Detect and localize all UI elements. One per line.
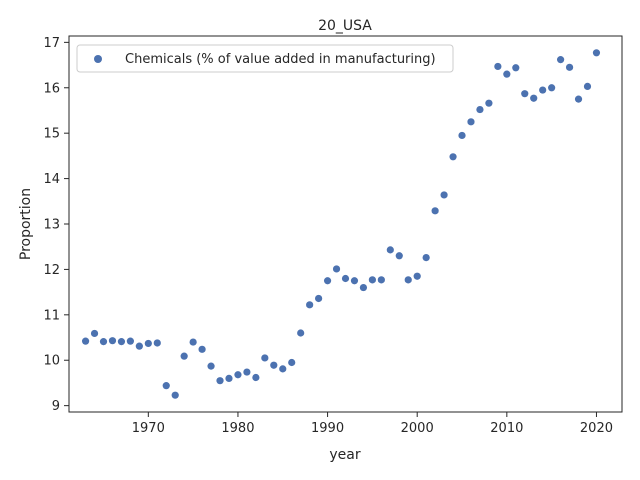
data-point xyxy=(261,354,269,362)
data-point xyxy=(565,63,574,71)
x-tick-label: 1980 xyxy=(221,421,254,436)
x-tick-label: 2010 xyxy=(490,421,523,436)
y-tick-label: 15 xyxy=(43,127,60,142)
data-point xyxy=(530,94,538,102)
y-tick-label: 17 xyxy=(43,36,60,51)
data-point xyxy=(323,277,332,285)
data-point xyxy=(81,337,90,345)
legend-marker xyxy=(94,55,102,63)
x-tick-label: 1990 xyxy=(311,421,344,436)
data-point xyxy=(503,70,511,78)
data-point xyxy=(476,105,484,114)
data-points xyxy=(81,49,601,399)
data-point xyxy=(359,283,368,292)
data-point xyxy=(153,339,161,347)
data-point xyxy=(243,368,251,376)
data-point xyxy=(108,337,117,345)
plot-area xyxy=(68,35,623,413)
y-tick-label: 12 xyxy=(43,263,60,278)
x-tick-label: 1970 xyxy=(132,421,165,436)
x-axis-label: year xyxy=(329,447,360,463)
data-point xyxy=(288,358,296,367)
data-point xyxy=(440,191,448,199)
legend-label: Chemicals (% of value added in manufactu… xyxy=(125,52,436,67)
data-point xyxy=(315,294,323,303)
data-point xyxy=(180,352,188,360)
data-point xyxy=(99,338,108,346)
data-point xyxy=(306,301,314,309)
data-point xyxy=(126,337,134,345)
data-point xyxy=(216,377,224,385)
data-point xyxy=(117,338,126,346)
chart-title: 20_USA xyxy=(318,18,372,34)
data-point xyxy=(548,84,556,92)
x-tick-label: 2000 xyxy=(401,421,434,436)
data-point xyxy=(252,373,260,382)
data-point xyxy=(395,252,403,260)
data-point xyxy=(512,64,520,72)
data-point xyxy=(583,82,592,91)
data-point xyxy=(297,329,305,337)
legend: Chemicals (% of value added in manufactu… xyxy=(76,44,454,73)
data-point xyxy=(404,276,412,284)
data-point xyxy=(90,329,99,338)
data-point xyxy=(207,362,215,370)
data-point xyxy=(458,131,466,140)
data-point xyxy=(171,391,179,399)
y-tick-label: 13 xyxy=(43,218,60,233)
data-point xyxy=(279,365,287,373)
data-point xyxy=(574,95,583,103)
data-point xyxy=(332,265,341,273)
y-axis-ticks: 9 10 11 12 13 14 15 16 17 xyxy=(43,36,69,414)
data-point xyxy=(557,56,565,64)
x-axis-ticks: 1970 1980 1990 2000 2010 2020 xyxy=(132,412,613,436)
data-point xyxy=(431,207,439,215)
data-point xyxy=(386,246,394,254)
data-point xyxy=(467,118,475,126)
data-point xyxy=(449,153,457,161)
y-tick-label: 9 xyxy=(52,399,60,414)
y-tick-label: 11 xyxy=(43,308,60,323)
data-point xyxy=(413,272,421,280)
data-point xyxy=(162,382,170,390)
data-point xyxy=(377,276,385,284)
data-point xyxy=(368,276,376,284)
data-point xyxy=(350,277,359,285)
data-point xyxy=(494,62,502,71)
data-point xyxy=(539,86,547,94)
data-point xyxy=(189,338,197,346)
y-axis-label: Proportion xyxy=(18,188,34,260)
x-tick-label: 2020 xyxy=(580,421,613,436)
data-point xyxy=(198,345,206,353)
data-point xyxy=(234,371,242,379)
data-point xyxy=(144,339,152,348)
data-point xyxy=(592,49,601,57)
data-point xyxy=(225,374,233,382)
data-point xyxy=(135,342,143,350)
data-point xyxy=(341,274,350,283)
y-tick-label: 10 xyxy=(43,354,60,369)
data-point xyxy=(422,254,430,262)
y-tick-label: 14 xyxy=(43,172,60,187)
data-point xyxy=(270,361,278,369)
y-tick-label: 16 xyxy=(43,81,60,96)
data-point xyxy=(485,99,493,107)
legend-box xyxy=(76,44,454,73)
data-point xyxy=(521,90,529,98)
